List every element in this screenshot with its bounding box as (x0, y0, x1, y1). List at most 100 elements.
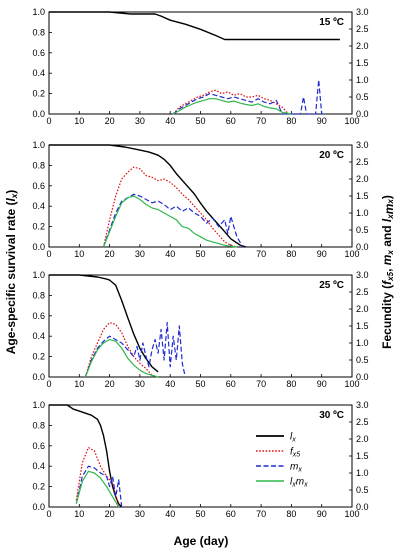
x-tick-label: 90 (317, 509, 327, 519)
y-left-tick-label: 0.0 (32, 242, 45, 252)
y-right-tick-label: 0.5 (356, 92, 369, 102)
y-right-tick-label: 2.5 (356, 157, 369, 167)
x-tick-label: 0 (46, 509, 51, 519)
y-left-tick-label: 0.6 (32, 181, 45, 191)
x-tick-label: 30 (135, 116, 145, 126)
y-left-tick-label: 0.2 (32, 89, 45, 99)
y-left-tick-label: 1.0 (32, 140, 45, 150)
panel-title: 25 ºC (319, 280, 344, 291)
series-lxmx-line (172, 98, 292, 115)
series-lx-line (49, 11, 340, 41)
series-fx5-line (75, 446, 120, 508)
y-right-tick-label: 3.0 (356, 7, 369, 17)
y-left-tick-label: 0.8 (32, 420, 45, 430)
series-mx-line (172, 79, 325, 115)
y-left-tick-label: 0.4 (32, 331, 45, 341)
x-tick-label: 50 (195, 116, 205, 126)
y-right-tick-label: 0.5 (356, 485, 369, 495)
legend: lx fx5 mx lxmx (256, 432, 308, 489)
y-right-tick-label: 3.0 (356, 140, 369, 150)
y-left-tick-label: 0.0 (32, 502, 45, 512)
y-right-tick-label: 1.5 (356, 321, 369, 331)
series-lxmx-line (84, 339, 159, 378)
x-tick-label: 0 (46, 379, 51, 389)
x-tick-label: 0 (46, 249, 51, 259)
y-left-tick-label: 1.0 (32, 7, 45, 17)
x-tick-label: 70 (256, 249, 266, 259)
x-tick-label: 0 (46, 116, 51, 126)
y-left-tick-label: 0.0 (32, 372, 45, 382)
panels: 0 10 20 30 40 50 60 70 80 90 1000.00.20.40.60.81.0… (32, 7, 368, 519)
x-tick-label: 50 (195, 379, 205, 389)
y-right-tick-label: 0.5 (356, 355, 369, 365)
series-mx-line (84, 322, 186, 378)
x-tick-label: 90 (317, 379, 327, 389)
panel-title: 15 ºC (319, 17, 344, 28)
x-tick-label: 50 (195, 249, 205, 259)
y-right-tick-label: 2.0 (356, 41, 369, 51)
y-right-tick-label: 2.0 (356, 434, 369, 444)
x-tick-label: 40 (165, 379, 175, 389)
legend-label: mx (290, 462, 302, 474)
x-tick-label: 20 (105, 509, 115, 519)
y-left-tick-label: 0.8 (32, 27, 45, 37)
y-right-tick-label: 1.0 (356, 468, 369, 478)
x-tick-label: 80 (286, 509, 296, 519)
x-tick-label: 40 (165, 249, 175, 259)
series-lxmx-line (102, 195, 237, 248)
series-lx-line (49, 274, 159, 373)
series-fx5-line (84, 322, 153, 378)
y-left-tick-label: 1.0 (32, 270, 45, 280)
y-right-tick-label: 1.0 (356, 75, 369, 85)
x-tick-label: 70 (256, 509, 266, 519)
x-tick-label: 90 (317, 116, 327, 126)
x-tick-label: 80 (286, 116, 296, 126)
y-right-tick-label: 0.5 (356, 225, 369, 235)
x-axis-title: Age (day) (174, 534, 229, 548)
x-tick-label: 70 (256, 379, 266, 389)
x-tick-label: 60 (226, 116, 236, 126)
x-tick-label: 30 (135, 249, 145, 259)
x-tick-label: 80 (286, 249, 296, 259)
y-right-tick-label: 0.0 (356, 502, 369, 512)
plot-frame (48, 404, 353, 508)
series-fx5-line (102, 166, 238, 248)
y-right-tick-label: 3.0 (356, 270, 369, 280)
x-tick-label: 20 (105, 116, 115, 126)
y-left-tick-label: 0.6 (32, 48, 45, 58)
y-right-tick-label: 2.5 (356, 24, 369, 34)
panel-4: 0 10 20 30 40 50 60 70 80 90 1000.00.20.40.60.81.0… (32, 400, 368, 519)
x-tick-label: 70 (256, 116, 266, 126)
left-axis-title: Age-specific survival rate (lx) (4, 190, 19, 355)
y-right-tick-label: 2.0 (356, 304, 369, 314)
x-tick-label: 80 (286, 379, 296, 389)
x-tick-label: 10 (74, 116, 84, 126)
x-tick-label: 30 (135, 379, 145, 389)
right-axis-title: Fecundity (fx5, mx and lxmx) (380, 195, 396, 349)
panel-title: 30 ºC (319, 410, 344, 421)
legend-label: lx (290, 432, 296, 444)
y-right-tick-label: 0.0 (356, 372, 369, 382)
y-right-tick-label: 0.0 (356, 109, 369, 119)
y-left-tick-label: 1.0 (32, 400, 45, 410)
x-tick-label: 60 (226, 249, 236, 259)
legend-label: lxmx (290, 477, 308, 489)
y-right-tick-label: 0.0 (356, 242, 369, 252)
y-left-tick-label: 0.8 (32, 160, 45, 170)
y-left-tick-label: 0.4 (32, 201, 45, 211)
y-right-tick-label: 2.5 (356, 287, 369, 297)
y-right-tick-label: 1.0 (356, 338, 369, 348)
x-tick-label: 100 (344, 509, 359, 519)
x-tick-label: 50 (195, 509, 205, 519)
y-right-tick-label: 2.0 (356, 174, 369, 184)
y-right-tick-label: 1.5 (356, 451, 369, 461)
x-tick-label: 60 (226, 379, 236, 389)
series-mx-line (75, 465, 123, 508)
series-lx-line (49, 144, 247, 248)
y-left-tick-label: 0.6 (32, 311, 45, 321)
plot-frame (48, 274, 353, 378)
panel-2: 0 10 20 30 40 50 60 70 80 90 1000.00.20.40.60.81.0… (32, 140, 368, 259)
series-mx-line (102, 193, 244, 248)
y-left-tick-label: 0.4 (32, 68, 45, 78)
y-right-tick-label: 1.0 (356, 208, 369, 218)
